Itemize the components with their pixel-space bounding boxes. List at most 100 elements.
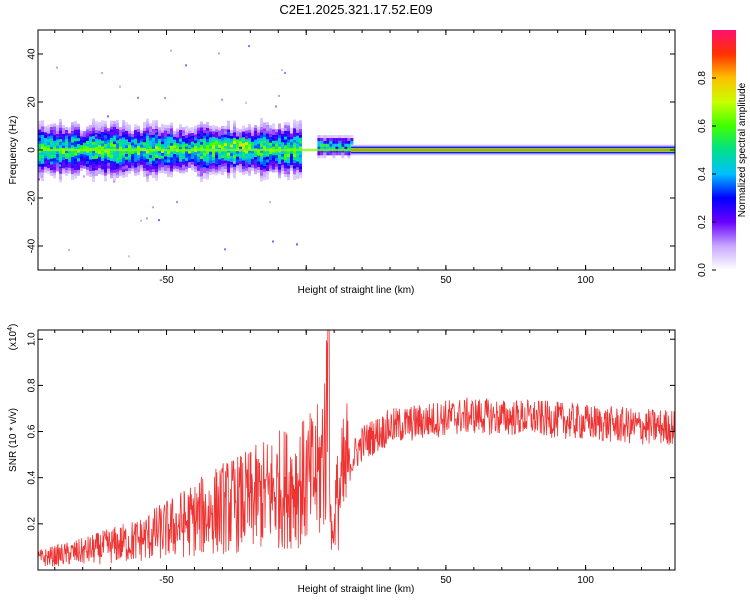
- spectrogram-cell: [215, 126, 218, 130]
- spectrogram-cell: [119, 161, 122, 165]
- spectrogram-cell: [107, 131, 110, 135]
- spectrogram-cell: [161, 149, 164, 153]
- spectrogram-cell: [218, 144, 221, 148]
- spectrogram-cell: [281, 162, 284, 166]
- spectrogram-cell: [41, 123, 44, 127]
- spectrogram-cell: [326, 146, 330, 150]
- spectrogram-cell: [155, 146, 158, 150]
- spectrogram-cell: [284, 162, 287, 166]
- spectrogram-cell: [152, 128, 155, 132]
- spectrogram-cell: [191, 144, 194, 148]
- spectrogram-cell: [59, 144, 62, 148]
- spectrogram-cell: [65, 126, 68, 130]
- spectrogram-cell: [194, 163, 197, 167]
- spectrogram-cell: [212, 133, 215, 137]
- spectrogram-cell: [227, 161, 230, 165]
- spectrogram-cell: [98, 130, 101, 134]
- spectrogram-cell: [260, 175, 263, 179]
- spectrogram-cell: [44, 132, 47, 136]
- spectrogram-cell: [167, 162, 170, 166]
- spectrogram-cell: [248, 158, 251, 162]
- spectrogram-cell: [233, 163, 236, 167]
- spectrogram-cell: [269, 133, 272, 137]
- spectrogram-cell: [203, 135, 206, 139]
- spectrogram-cell: [200, 130, 203, 134]
- spectrogram-cell: [209, 171, 212, 175]
- spectrogram-cell: [116, 169, 119, 173]
- spectrogram-cell: [44, 155, 47, 159]
- spectrogram-cell: [104, 178, 107, 182]
- spectrogram-cell: [131, 159, 134, 163]
- spectrogram-cell: [122, 171, 125, 175]
- spectrogram-cell: [104, 138, 107, 142]
- spectrogram-cell: [224, 131, 227, 135]
- spectrogram-cell: [341, 152, 345, 156]
- spectrogram-cell: [263, 177, 266, 181]
- spectrogram-cell: [74, 129, 77, 133]
- spectrogram-cell: [275, 131, 278, 135]
- spectrogram-cell: [59, 159, 62, 163]
- spectrogram-cell: [296, 124, 299, 128]
- spectrogram-cell: [290, 165, 293, 169]
- spectrogram-cell: [137, 125, 140, 129]
- spectrogram-cell: [185, 126, 188, 130]
- spectrogram-cell: [47, 142, 50, 146]
- spectrogram-cell: [260, 155, 263, 159]
- spectrogram-cell: [194, 140, 197, 144]
- spectrogram-cell: [134, 167, 137, 171]
- spectrogram-cell: [74, 141, 77, 145]
- spectrogram-cell: [209, 145, 212, 149]
- spectrogram-cell: [284, 156, 287, 160]
- spectrogram-cell: [212, 159, 215, 163]
- spectrogram-cell: [251, 127, 254, 131]
- spectrogram-cell: [83, 136, 86, 140]
- spectrogram-cell: [266, 144, 269, 148]
- spectrogram-cell: [185, 143, 188, 147]
- spectrogram-cell: [299, 123, 302, 127]
- spectrogram-cell: [50, 141, 53, 145]
- spectrogram-cell: [236, 150, 239, 154]
- spectrogram-cell: [191, 130, 194, 134]
- spectrogram-cell: [149, 166, 152, 170]
- spectrogram-cell: [38, 132, 41, 136]
- spectrogram-cell: [173, 145, 176, 149]
- spectrogram-cell: [170, 154, 173, 158]
- spectrogram-cell: [284, 136, 287, 140]
- spectrogram-cell: [239, 146, 242, 150]
- spectrogram-cell: [158, 138, 161, 142]
- spectrogram-cell: [71, 156, 74, 160]
- spectrogram-cell: [56, 156, 59, 160]
- spectrogram-cell: [68, 133, 71, 137]
- spectrogram-cell: [41, 160, 44, 164]
- spectrogram-cell: [146, 121, 149, 125]
- spectrogram-cell: [248, 138, 251, 142]
- spectrogram-cell: [233, 132, 236, 136]
- spectrogram-cell: [107, 145, 110, 149]
- spectrogram-cell: [140, 164, 143, 168]
- spectrogram-cell: [164, 133, 167, 137]
- spectrogram-cell: [266, 136, 269, 140]
- spectrogram-cell: [341, 155, 345, 159]
- spectrogram-cell: [293, 125, 296, 129]
- spectrogram-cell: [59, 162, 62, 166]
- spectrogram-cell: [98, 165, 101, 169]
- spectrogram-cell: [293, 177, 296, 181]
- spectrogram-cell: [278, 126, 281, 130]
- spectrogram-cell: [248, 152, 251, 156]
- spectrogram-cell: [299, 128, 302, 132]
- spectrogram-cell: [146, 144, 149, 148]
- spectrogram-cell: [134, 173, 137, 177]
- spectrogram-cell: [167, 153, 170, 157]
- spectrogram-cell: [320, 152, 324, 156]
- spectrogram-cell: [299, 152, 302, 156]
- spectrogram-cell: [326, 143, 330, 147]
- spectrogram-cell: [122, 125, 125, 129]
- spectrogram-cell: [107, 139, 110, 143]
- spectrogram-cell: [56, 128, 59, 132]
- spectrogram-cell: [269, 139, 272, 143]
- spectrogram-cell: [275, 166, 278, 170]
- spectrogram-cell: [146, 130, 149, 134]
- spectrogram-cell: [83, 154, 86, 158]
- spectrogram-cell: [113, 146, 116, 150]
- spectrogram-cell: [53, 169, 56, 173]
